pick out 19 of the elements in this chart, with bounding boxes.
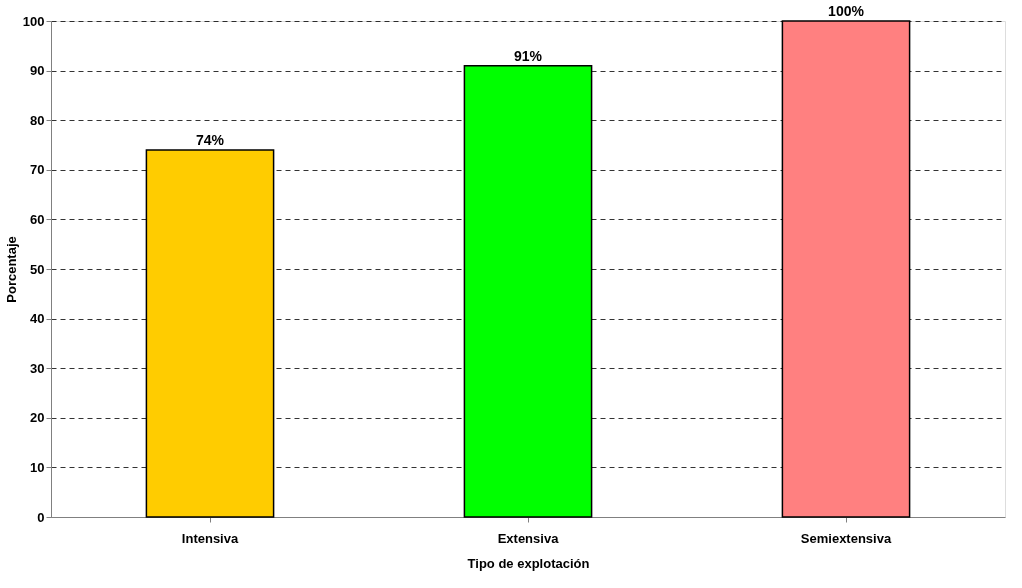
y-tick-label: 30 xyxy=(30,360,45,376)
data-label: 74% xyxy=(195,131,225,148)
y-tick-label: 20 xyxy=(30,410,45,426)
y-tick-label: 10 xyxy=(30,459,45,475)
data-label: 100% xyxy=(828,3,865,19)
x-tick-label: Intensiva xyxy=(181,530,239,546)
data-label: 91% xyxy=(513,47,543,64)
y-tick-label: 90 xyxy=(30,63,45,79)
y-tick-label: 100 xyxy=(22,13,45,29)
y-tick-label: 0 xyxy=(37,509,45,525)
y-tick-label: 50 xyxy=(30,261,45,277)
y-tick-label: 80 xyxy=(30,112,45,128)
x-tick-label: Extensiva xyxy=(497,530,560,546)
y-tick-label: 40 xyxy=(30,311,45,327)
x-axis-title: Tipo de explotación xyxy=(467,555,590,571)
y-tick-label: 70 xyxy=(30,162,45,178)
y-tick-label: 60 xyxy=(30,211,45,227)
y-axis-title: Porcentaje xyxy=(3,236,19,303)
x-tick-label: Semiextensiva xyxy=(800,530,892,546)
